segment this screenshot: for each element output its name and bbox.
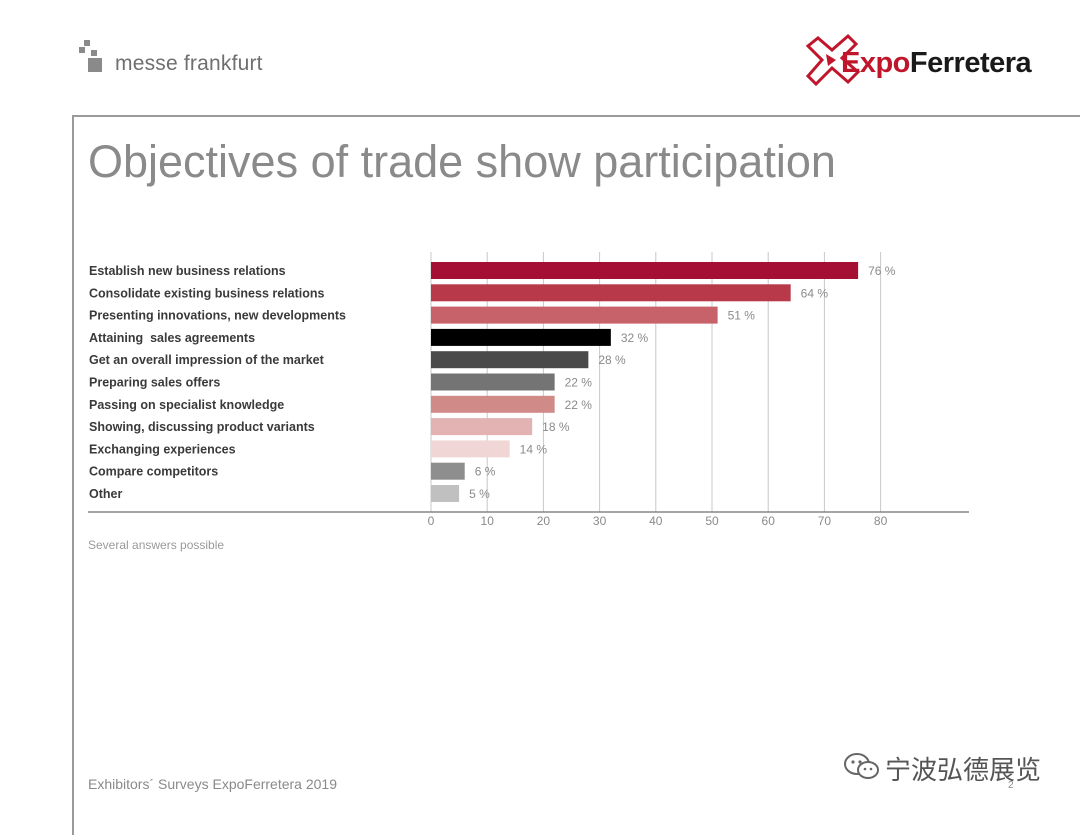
value-label-0: 76 % [868,264,896,278]
category-label-9: Compare competitors [89,465,218,479]
expoferretera-wordmark: ExpoFerretera [841,47,1032,80]
category-label-2: Presenting innovations, new developments [89,309,346,323]
value-label-7: 18 % [542,420,570,434]
x-tick-label-2: 20 [537,514,551,528]
value-label-6: 22 % [565,398,593,412]
category-label-6: Passing on specialist knowledge [89,398,284,412]
bar-7 [431,418,533,436]
wordmark-expo: Expo [841,47,910,79]
x-tick-label-6: 60 [762,514,776,528]
category-label-3: Attaining sales agreements [89,331,255,345]
category-label-1: Consolidate existing business relations [89,286,325,300]
bar-2 [431,306,718,324]
wechat-watermark: 宁波弘德展览 [843,750,1053,786]
bar-1 [431,284,791,302]
value-label-4: 28 % [598,353,626,367]
bar-0 [431,262,859,279]
category-label-0: Establish new business relations [89,264,286,278]
page-title: Objectives of trade show participation [88,136,836,187]
value-label-10: 5 % [469,487,490,501]
value-label-8: 14 % [520,442,548,456]
x-tick-label-0: 0 [428,514,435,528]
footer-text: Exhibitors´ Surveys ExpoFerretera 2019 [88,776,337,792]
content-frame [72,115,1080,835]
header: messe frankfurt ExpoFerretera [0,0,1080,115]
value-label-5: 22 % [565,376,593,390]
chart-note: Several answers possible [88,538,225,552]
x-tick-label-5: 50 [705,514,719,528]
x-tick-label-4: 40 [649,514,663,528]
wechat-account-name: 宁波弘德展览 [885,756,1042,786]
category-label-5: Preparing sales offers [89,376,220,390]
category-label-4: Get an overall impression of the market [89,353,325,367]
bar-10 [431,485,460,502]
value-label-3: 32 % [621,331,649,345]
bar-8 [431,440,510,458]
bar-4 [431,351,589,369]
wordmark-ferretera: Ferretera [909,47,1032,79]
category-label-10: Other [89,487,122,501]
page-number: 2 [1008,780,1014,791]
x-tick-label-8: 80 [874,514,888,528]
value-label-2: 51 % [728,309,756,323]
x-tick-label-3: 30 [593,514,607,528]
expoferretera-logo: ExpoFerretera [804,30,1034,90]
messe-frankfurt-logo: messe frankfurt [78,38,278,78]
value-label-9: 6 % [475,465,496,479]
messe-frankfurt-mark-icon [79,40,102,72]
x-tick-label-1: 10 [481,514,495,528]
messe-frankfurt-text: messe frankfurt [115,52,263,75]
x-tick-label-7: 70 [818,514,832,528]
bar-5 [431,373,555,391]
category-label-8: Exchanging experiences [89,442,236,456]
category-label-7: Showing, discussing product variants [89,420,315,434]
value-label-1: 64 % [801,286,829,300]
bar-3 [431,328,611,346]
bar-6 [431,395,555,413]
bar-chart: Establish new business relations 76 % Cons… [88,252,969,528]
expoferretera-star-icon [805,33,861,87]
wechat-icon [844,753,879,779]
bar-9 [431,462,465,480]
